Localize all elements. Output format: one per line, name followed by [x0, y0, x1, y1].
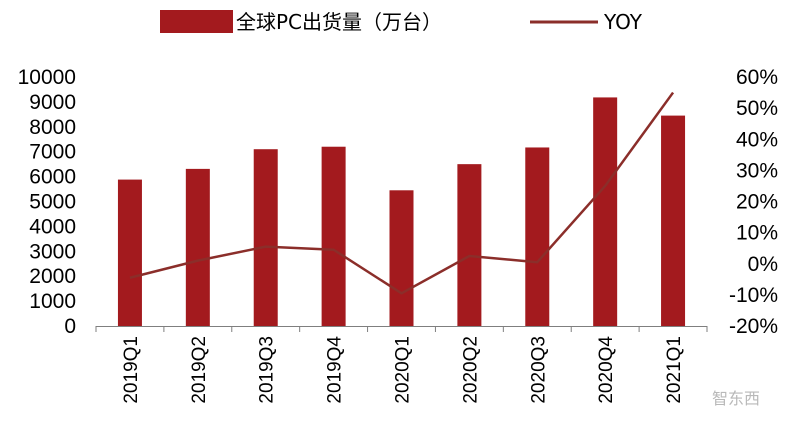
category-label: 2019Q4 — [325, 336, 346, 404]
right-tick-label: -10% — [729, 284, 778, 307]
bar — [389, 190, 414, 326]
watermark-logo: 智东西 — [712, 389, 760, 408]
bar — [525, 147, 550, 326]
left-tick-label: 7000 — [29, 141, 76, 164]
bar — [321, 146, 346, 326]
bar-series — [117, 97, 686, 326]
legend-bar-label: 全球PC出货量（万台） — [236, 10, 442, 34]
right-tick-label: -20% — [729, 315, 778, 338]
left-tick-label: 1000 — [29, 290, 76, 313]
legend: 全球PC出货量（万台） YOY — [160, 10, 643, 34]
category-label: 2019Q1 — [121, 336, 142, 404]
bar — [593, 97, 618, 326]
left-tick-label: 10000 — [18, 66, 76, 89]
left-tick-label: 9000 — [29, 91, 76, 114]
bar — [185, 168, 210, 326]
yoy-line — [129, 91, 675, 295]
left-tick-label: 8000 — [29, 116, 76, 139]
left-tick-label: 4000 — [29, 215, 76, 238]
right-tick-label: 20% — [736, 191, 778, 214]
bar — [253, 149, 278, 326]
category-label: 2020Q4 — [596, 336, 617, 404]
category-label: 2019Q3 — [257, 336, 278, 404]
left-tick-label: 6000 — [29, 166, 76, 189]
category-label: 2021Q1 — [664, 336, 685, 404]
left-tick-label: 0 — [64, 315, 76, 338]
right-tick-label: 0% — [748, 253, 778, 276]
right-axis-ticks: -20% -10% 0% 10% 20% 30% 40% 50% 60% — [729, 66, 778, 338]
left-axis-ticks: 0100020003000400050006000700080009000100… — [18, 66, 76, 338]
right-tick-label: 10% — [736, 222, 778, 245]
category-labels: 2019Q1 2019Q2 2019Q3 2019Q4 2020Q1 2020Q2 2020… — [121, 336, 685, 404]
bar — [457, 164, 482, 326]
legend-bar-swatch — [160, 10, 233, 33]
bar — [117, 179, 142, 326]
left-tick-label: 3000 — [29, 240, 76, 263]
bar — [661, 115, 686, 326]
category-label: 2020Q3 — [528, 336, 549, 404]
right-tick-label: 50% — [736, 97, 778, 120]
right-tick-label: 40% — [736, 128, 778, 151]
category-label: 2020Q2 — [460, 336, 481, 404]
left-tick-label: 2000 — [29, 265, 76, 288]
left-tick-label: 5000 — [29, 191, 76, 214]
legend-line-label: YOY — [603, 10, 643, 34]
category-label: 2019Q2 — [189, 336, 210, 404]
yoy-series — [129, 91, 675, 295]
category-label: 2020Q1 — [393, 336, 414, 404]
right-tick-label: 60% — [736, 66, 778, 89]
right-tick-label: 30% — [736, 159, 778, 182]
x-axis — [95, 326, 708, 332]
